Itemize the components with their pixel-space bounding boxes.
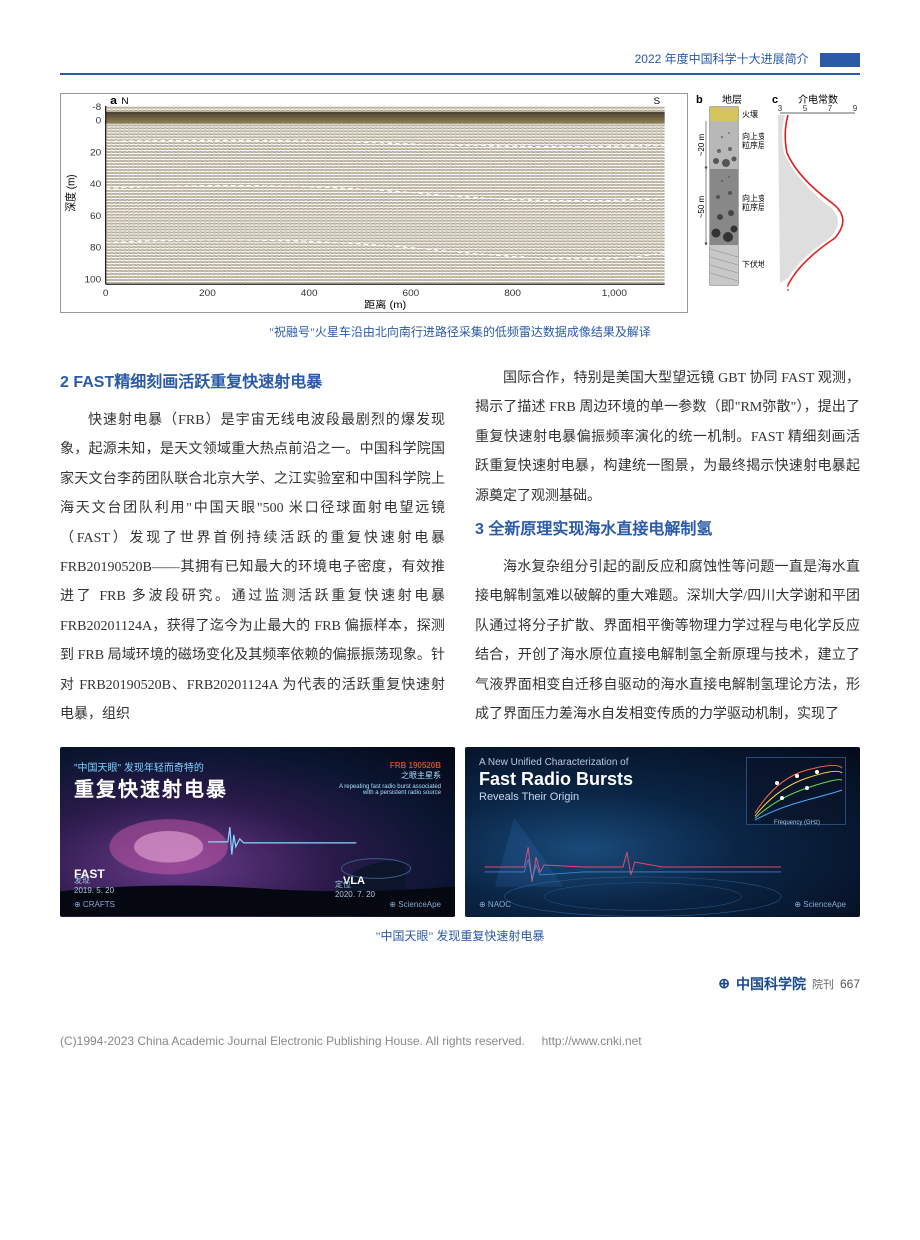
figure1-caption: "祝融号"火星车沿由北向南行进路径采集的低频雷达数据成像结果及解译 xyxy=(60,323,860,340)
footer-logo-icon: ⊕ xyxy=(718,976,730,993)
permittivity-panel-c: c 介电常数 3579 xyxy=(770,93,860,313)
header-accent xyxy=(820,53,860,67)
cnki-link[interactable]: http://www.cnki.net xyxy=(542,1034,642,1048)
svg-text:下伏地层: 下伏地层 xyxy=(742,259,764,269)
svg-text:800: 800 xyxy=(504,289,521,299)
promo-vla-date: 定位2020. 7. 20 xyxy=(335,879,375,899)
figure-radar: -8 0 20 40 60 80 100 0 200 400 600 xyxy=(60,93,860,340)
promo-card-left: "中国天眼" 发现年轻而奇特的 重复快速射电暴 FRB 190520B 之眼主星… xyxy=(60,747,455,917)
svg-text:600: 600 xyxy=(402,289,419,299)
footer-logo: 中国科学院 xyxy=(736,974,806,994)
page-number: 667 xyxy=(840,977,860,991)
svg-text:地层: 地层 xyxy=(722,93,742,106)
svg-text:S: S xyxy=(653,96,660,106)
promo-card-right: A New Unified Characterization of Fast R… xyxy=(465,747,860,917)
copyright-bar: (C)1994-2023 China Academic Journal Elec… xyxy=(0,1024,920,1058)
footer-suffix: 院刊 xyxy=(812,976,834,992)
promo-right-title: Fast Radio Bursts xyxy=(479,769,633,790)
svg-text:9: 9 xyxy=(853,104,858,113)
svg-text:200: 200 xyxy=(199,289,216,299)
svg-text:火壤: 火壤 xyxy=(742,109,758,119)
body-columns: 2 FAST精细刻画活跃重复快速射电暴 快速射电暴（FRB）是宇宙无线电波段最剧… xyxy=(60,364,860,729)
svg-text:0: 0 xyxy=(96,116,102,126)
section-2-para: 快速射电暴（FRB）是宇宙无线电波段最剧烈的爆发现象，起源未知，是天文领域重大热… xyxy=(60,406,445,729)
header-title: 2022 年度中国科学十大进展简介 xyxy=(635,52,809,66)
svg-text:20: 20 xyxy=(90,148,101,158)
radar-panel-a: -8 0 20 40 60 80 100 0 200 400 600 xyxy=(60,93,688,313)
page-footer: ⊕ 中国科学院 院刊 667 xyxy=(60,974,860,994)
svg-text:b: b xyxy=(696,94,703,106)
copyright-text: (C)1994-2023 China Academic Journal Elec… xyxy=(60,1034,525,1048)
promo-right-minichart: Frequency (GHz) xyxy=(746,757,846,825)
svg-text:0: 0 xyxy=(103,289,109,299)
svg-text:400: 400 xyxy=(301,289,318,299)
svg-text:向上变细粒序层理: 向上变细粒序层理 xyxy=(742,131,764,150)
svg-text:1,000: 1,000 xyxy=(602,289,627,299)
radar-xlabel: 距离 (m) xyxy=(364,299,406,311)
promo-fast-date: 发现2019. 5. 20 xyxy=(74,875,114,895)
svg-text:3: 3 xyxy=(778,104,783,113)
promo-row: "中国天眼" 发现年轻而奇特的 重复快速射电暴 FRB 190520B 之眼主星… xyxy=(60,747,860,917)
svg-text:5: 5 xyxy=(803,104,808,113)
svg-text:100: 100 xyxy=(84,275,101,285)
page-header: 2022 年度中国科学十大进展简介 xyxy=(60,50,860,75)
section-2-heading: 2 FAST精细刻画活跃重复快速射电暴 xyxy=(60,368,445,392)
svg-text:~50 m: ~50 m xyxy=(697,195,706,218)
promo-left-crafts: ⊕ CRAFTS xyxy=(74,900,115,909)
svg-text:-8: -8 xyxy=(92,102,101,112)
svg-text:~20 m: ~20 m xyxy=(697,133,706,156)
svg-text:40: 40 xyxy=(90,180,101,190)
radar-ylabel: 深度 (m) xyxy=(64,174,78,211)
strat-panel-b: b 地层 火壤 ~20 m 向上变细粒序层理 xyxy=(694,93,764,313)
promo-caption: "中国天眼" 发现重复快速射电暴 xyxy=(60,927,860,944)
svg-text:7: 7 xyxy=(828,104,833,113)
svg-text:60: 60 xyxy=(90,211,101,221)
svg-text:80: 80 xyxy=(90,243,101,253)
section-3-para: 海水复杂组分引起的副反应和腐蚀性等问题一直是海水直接电解制氢难以破解的重大难题。… xyxy=(475,553,860,729)
promo-right-credit-r: ⊕ ScienceApe xyxy=(794,900,846,909)
promo-right-subtitle: Reveals Their Origin xyxy=(479,791,579,803)
left-column: 2 FAST精细刻画活跃重复快速射电暴 快速射电暴（FRB）是宇宙无线电波段最剧… xyxy=(60,364,445,729)
svg-text:向上变细粒序层理: 向上变细粒序层理 xyxy=(742,193,764,212)
promo-right-pretitle: A New Unified Characterization of xyxy=(479,757,629,768)
promo-right-credit-l: ⊕ NAOC xyxy=(479,900,511,909)
section-3-heading: 3 全新原理实现海水直接电解制氢 xyxy=(475,515,860,539)
promo-left-credit: ⊕ ScienceApe xyxy=(389,900,441,909)
svg-text:a: a xyxy=(110,95,117,107)
section-2-cont: 国际合作，特别是美国大型望远镜 GBT 协同 FAST 观测，揭示了描述 FRB… xyxy=(475,364,860,511)
right-column: 国际合作，特别是美国大型望远镜 GBT 协同 FAST 观测，揭示了描述 FRB… xyxy=(475,364,860,729)
svg-text:N: N xyxy=(121,96,128,106)
